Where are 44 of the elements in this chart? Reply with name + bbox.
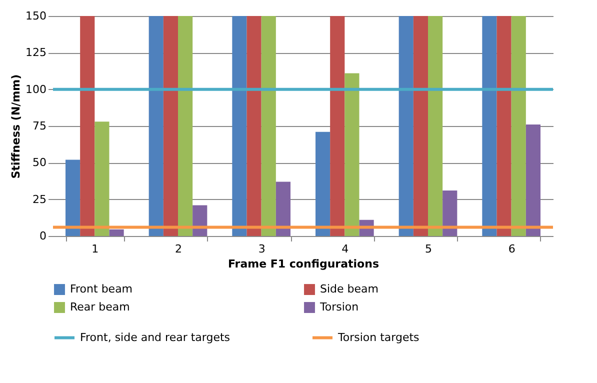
y-tick-label: 50 (32, 156, 46, 170)
legend-label: Rear beam (70, 300, 130, 314)
bar (398, 16, 414, 236)
bar (344, 73, 360, 236)
y-tick-label: 75 (32, 120, 46, 132)
legend-label: Front, side and rear targets (80, 330, 230, 344)
y-tick-label: 25 (32, 192, 46, 206)
bar (163, 16, 178, 236)
bar (246, 16, 262, 236)
bar (80, 16, 95, 236)
legend-label: Front beam (70, 282, 133, 296)
legend-label: Side beam (320, 282, 378, 296)
x-tick-label: 4 (342, 242, 349, 256)
x-tick-label: 3 (258, 242, 266, 256)
bar (330, 16, 345, 236)
x-tick-label: 6 (508, 242, 516, 256)
bar (511, 16, 526, 236)
bar (442, 190, 458, 236)
bar (276, 182, 290, 236)
legend-label: Torsion targets (337, 330, 420, 344)
bar (66, 160, 80, 236)
y-tick-label: 150 (26, 10, 46, 22)
bar (428, 16, 443, 236)
bar (192, 205, 208, 236)
bar (316, 132, 330, 236)
x-axis-title: Frame F1 configurations (228, 258, 380, 270)
bar (109, 229, 124, 236)
bar (148, 16, 164, 236)
y-tick-label: 125 (26, 46, 46, 60)
x-tick-label: 1 (92, 242, 99, 256)
y-tick-label: 100 (26, 82, 46, 96)
bar (178, 16, 193, 236)
bar (413, 16, 428, 236)
x-tick-label: 5 (425, 242, 432, 256)
bar (261, 16, 276, 236)
x-tick-label: 2 (175, 242, 182, 256)
bar (94, 122, 110, 236)
bar (232, 16, 247, 236)
legend-label: Torsion (319, 300, 359, 314)
bar (482, 16, 497, 236)
bar (526, 124, 540, 236)
y-axis-title: Stiffness (N/mm) (10, 74, 23, 179)
bar (496, 16, 512, 236)
y-tick-label: 0 (40, 230, 46, 242)
